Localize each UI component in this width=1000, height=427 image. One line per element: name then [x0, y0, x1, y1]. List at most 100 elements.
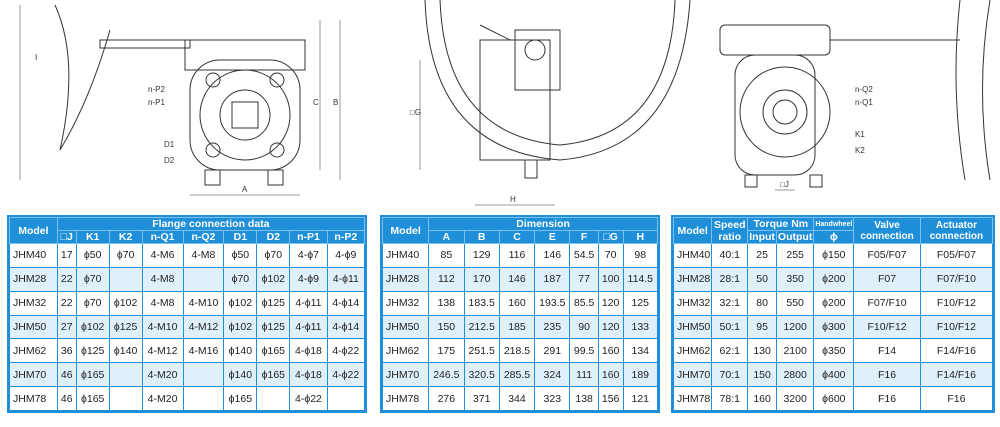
model-cell: JHM28 [672, 266, 713, 292]
model-cell: JHM28 [9, 266, 58, 292]
table-cell: 32:1 [711, 290, 749, 316]
model-cell: JHM32 [381, 290, 430, 316]
table-cell: 46 [56, 386, 77, 411]
table-cell: F07/F10 [919, 266, 994, 292]
label-i: I [35, 53, 37, 62]
table-cell: F14 [853, 338, 921, 364]
column-header: D2 [256, 230, 291, 244]
header-model: Model [9, 217, 58, 244]
column-header: n-P1 [289, 230, 328, 244]
column-header: n-P2 [326, 230, 366, 244]
table-cell: 95 [747, 314, 777, 340]
table-cell: 156 [597, 386, 624, 411]
table-cell: ϕ125 [256, 314, 291, 340]
table-cell: F14/F16 [919, 338, 994, 364]
table-cell: ϕ70 [75, 290, 110, 316]
model-cell: JHM78 [9, 386, 58, 411]
header-valve-connection: Valve connection [853, 217, 921, 244]
table-cell: F16 [853, 362, 921, 388]
table-cell: F16 [919, 386, 994, 411]
side-view-drawing [419, 0, 691, 206]
label-n-p2: n-P2 [148, 85, 165, 94]
column-header: F [569, 230, 599, 244]
table-cell: ϕ400 [813, 362, 855, 388]
table-cell: 130 [747, 338, 777, 364]
table-cell: 160 [597, 362, 624, 388]
model-cell: JHM50 [381, 314, 430, 340]
table-cell: 291 [534, 338, 571, 364]
table-cell: 187 [534, 266, 571, 292]
table-cell: ϕ70 [256, 243, 291, 268]
table-cell: ϕ70 [223, 266, 258, 292]
table-cell: 320.5 [463, 362, 500, 388]
header-output: Output [775, 230, 815, 244]
label-h: H [510, 195, 516, 204]
table-cell: 112 [428, 266, 465, 292]
table-cell: 50 [747, 266, 777, 292]
label-c: C [313, 98, 319, 107]
front-view-drawing [19, 4, 341, 196]
column-header: B [463, 230, 500, 244]
table-cell: 276 [428, 386, 465, 411]
table-cell: 70 [597, 243, 624, 268]
table-cell: 550 [775, 290, 815, 316]
table-cell: 4-ϕ22 [326, 362, 366, 388]
table-cell: ϕ600 [813, 386, 855, 411]
model-cell: JHM32 [672, 290, 713, 316]
table-cell: 4-M12 [182, 314, 225, 340]
table-cell: 120 [597, 290, 624, 316]
table-row: JHM62 175 251.5 218.5 291 99.5 160 134 [381, 338, 659, 364]
table-cell: 150 [428, 314, 465, 340]
table-cell: ϕ102 [75, 314, 110, 340]
table-cell: 4-ϕ9 [289, 266, 328, 292]
table-row: JHM40 17 ϕ50 ϕ70 4-M6 4-M8 ϕ50 ϕ70 4-ϕ7 4-ϕ9 [9, 243, 366, 268]
table-cell: 189 [622, 362, 659, 388]
column-header: n-Q1 [141, 230, 184, 244]
table-cell: 4-ϕ7 [289, 243, 328, 268]
label-j: □J [780, 180, 789, 189]
table-cell: ϕ165 [223, 386, 258, 411]
table-cell: F07/F10 [853, 290, 921, 316]
table-cell: 235 [534, 314, 571, 340]
table-cell: ϕ102 [223, 290, 258, 316]
table-cell: 80 [747, 290, 777, 316]
model-cell: JHM78 [381, 386, 430, 411]
table-cell: 121 [622, 386, 659, 411]
table-cell: 4-M12 [141, 338, 184, 364]
model-cell: JHM40 [9, 243, 58, 268]
table-cell: 134 [622, 338, 659, 364]
table-row: JHM32 32:1 80 550 ϕ200 F07/F10 F10/F12 [672, 290, 994, 316]
table-cell: 1200 [775, 314, 815, 340]
table-cell: 46 [56, 362, 77, 388]
table-cell: 120 [597, 314, 624, 340]
table-cell: 4-ϕ14 [326, 314, 366, 340]
table-cell: 54.5 [569, 243, 599, 268]
table-cell: 255 [775, 243, 815, 268]
model-cell: JHM78 [672, 386, 713, 411]
column-header: □J [56, 230, 77, 244]
label-b: B [333, 98, 338, 107]
table-cell: 138 [428, 290, 465, 316]
table-cell: ϕ125 [256, 290, 291, 316]
table-cell: 344 [498, 386, 536, 411]
model-cell: JHM40 [672, 243, 713, 268]
table-cell [326, 386, 366, 411]
table-row: JHM78 46 ϕ165 4-M20 ϕ165 4-ϕ22 [9, 386, 366, 411]
model-cell: JHM62 [381, 338, 430, 364]
table-row: JHM40 85 129 116 146 54.5 70 98 [381, 243, 659, 268]
table-cell: 4-ϕ22 [289, 386, 328, 411]
label-k2: K2 [855, 146, 865, 155]
specs-table: Model Speed ratio Torque Nm Handwheel Va… [671, 215, 995, 413]
header-model: Model [381, 217, 430, 244]
table-cell: ϕ50 [223, 243, 258, 268]
model-cell: JHM40 [381, 243, 430, 268]
table-cell: 371 [463, 386, 500, 411]
table-cell: ϕ165 [75, 362, 110, 388]
table-cell: 4-ϕ11 [326, 266, 366, 292]
table-cell: 246.5 [428, 362, 465, 388]
table-cell [182, 386, 225, 411]
table-cell: ϕ70 [108, 243, 143, 268]
table-cell: F10/F12 [919, 314, 994, 340]
table-cell: 193.5 [534, 290, 571, 316]
table-cell [256, 386, 291, 411]
